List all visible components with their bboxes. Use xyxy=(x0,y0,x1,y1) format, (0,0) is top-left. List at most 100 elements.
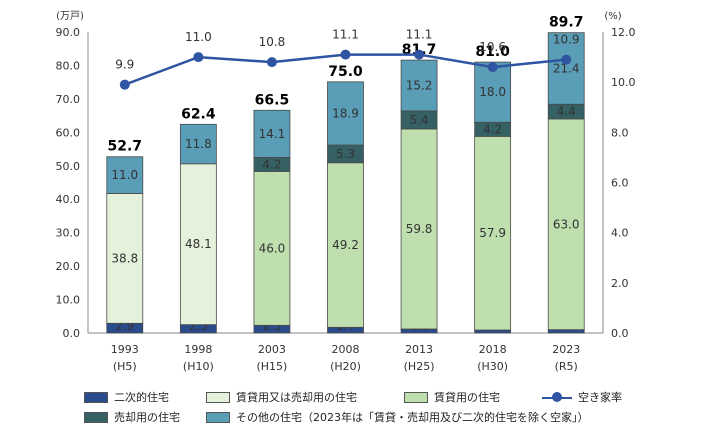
x-axis-era-label: (H30) xyxy=(477,360,508,373)
vacant-house-chart: 0.0 10.0 20.0 30.0 40.0 50.0 60.0 70.0 80.0 90.0 0… xyxy=(56,10,636,373)
bar-segment-label: 4.4 xyxy=(557,105,576,119)
legend-label: 賃貸用又は売却用の住宅 xyxy=(236,391,357,404)
legend-secondary-housing: 二次的住宅 xyxy=(84,389,169,405)
right-axis-unit: (%) xyxy=(604,11,621,22)
bar-segment xyxy=(253,109,291,158)
x-axis-era-label: (H5) xyxy=(113,360,137,373)
vacancy-rate-label: 11.1 xyxy=(332,28,359,42)
left-axis-tick-label: 10.0 xyxy=(56,294,81,307)
left-axis-tick-label: 20.0 xyxy=(56,260,81,273)
legend-label: 二次的住宅 xyxy=(114,391,169,404)
bar-segment-label: 49.2 xyxy=(332,238,359,252)
left-axis-tick-label: 0.0 xyxy=(63,327,81,340)
left-axis-tick-label: 90.0 xyxy=(56,26,81,39)
vacancy-rate-label: 11.0 xyxy=(185,30,212,44)
bar-segment-label: 21.4 xyxy=(553,61,580,75)
bar-segment-label: 11.8 xyxy=(185,137,212,151)
x-axis-year-label: 2003 xyxy=(258,343,286,356)
left-axis-tick-label: 30.0 xyxy=(56,227,81,240)
x-axis-era-label: (H10) xyxy=(183,360,214,373)
x-axis-era-label: (H20) xyxy=(330,360,361,373)
bar-segment xyxy=(179,123,217,165)
vacancy-rate-point xyxy=(340,49,351,60)
bar-segment-label: 48.1 xyxy=(185,237,212,251)
bar-total-label: 75.0 xyxy=(328,64,363,80)
bar-total-label: 89.7 xyxy=(549,15,584,31)
x-axis-year-label: 2023 xyxy=(552,343,580,356)
right-axis-tick-label: 4.0 xyxy=(611,227,629,240)
vacancy-rate-point xyxy=(414,49,425,60)
legend-label: 空き家率 xyxy=(578,391,622,404)
legend-swatch xyxy=(206,391,230,403)
legend-swatch xyxy=(84,411,108,423)
bar-segment-label: 14.1 xyxy=(259,127,286,141)
bar-segment-label: 18.9 xyxy=(332,106,359,120)
bar-segment-label: 4.2 xyxy=(483,122,502,136)
vacancy-rate-point xyxy=(193,52,204,63)
left-axis-tick-label: 40.0 xyxy=(56,193,81,206)
vacancy-rate-point xyxy=(487,62,498,73)
bar-segment-label: 15.2 xyxy=(406,79,433,93)
legend-rental-or-sale: 賃貸用又は売却用の住宅 xyxy=(206,389,357,405)
x-axis-era-label: (R5) xyxy=(555,360,578,373)
legend-line-marker xyxy=(542,391,572,403)
bar-segment xyxy=(474,61,512,123)
left-axis-tick-label: 70.0 xyxy=(56,93,81,106)
bar-segment xyxy=(179,163,217,326)
x-axis-year-label: 2018 xyxy=(479,343,507,356)
bar-segment xyxy=(327,81,364,146)
bar-segment-label: 11.0 xyxy=(111,168,138,182)
right-axis-tick-label: 10.0 xyxy=(611,76,636,89)
left-axis-unit: (万戸) xyxy=(56,10,84,22)
bar-segment-label: 59.8 xyxy=(406,222,433,236)
left-axis-tick-label: 50.0 xyxy=(56,160,81,173)
bar-total-label: 66.5 xyxy=(255,92,290,108)
bar-segment-label: 5.3 xyxy=(336,147,355,161)
x-axis-year-label: 1993 xyxy=(111,343,139,356)
x-axis-year-label: 2013 xyxy=(405,343,433,356)
right-axis-tick-label: 8.0 xyxy=(611,126,629,139)
legend-rental: 賃貸用の住宅 xyxy=(404,389,500,405)
bar-segment-label: 4.2 xyxy=(262,157,281,171)
legend-for-sale: 売却用の住宅 xyxy=(84,409,180,425)
right-axis-tick-label: 0.0 xyxy=(611,327,629,340)
vacancy-rate-label: 11.1 xyxy=(406,28,433,42)
right-axis-tick-label: 12.0 xyxy=(611,26,636,39)
right-axis-tick-label: 6.0 xyxy=(611,177,629,190)
bar-segment xyxy=(474,135,512,331)
vacancy-rate-label: 10.8 xyxy=(259,35,286,49)
bar-segment-label: 57.9 xyxy=(479,226,506,240)
x-axis-year-label: 1998 xyxy=(184,343,212,356)
bar-segment-label: 18.0 xyxy=(479,85,506,99)
bar-segment xyxy=(106,193,144,324)
legend-vacancy-rate: 空き家率 xyxy=(542,389,622,405)
x-axis-year-label: 2008 xyxy=(332,343,360,356)
vacancy-rate-label: 10.6 xyxy=(479,40,506,54)
legend-other: その他の住宅（2023年は「賃貸・売却用及び二次的住宅を除く空家」） xyxy=(206,409,589,425)
bar-segment xyxy=(547,118,585,331)
vacancy-rate-label: 10.9 xyxy=(553,33,580,47)
bar-segment xyxy=(253,171,291,326)
bar-total-label: 52.7 xyxy=(108,139,143,155)
bar-segment-label: 38.8 xyxy=(111,251,138,265)
bar-segment xyxy=(400,128,438,330)
vacancy-rate-point xyxy=(561,54,572,65)
bar-segment xyxy=(327,162,364,328)
bar-total-label: 81.0 xyxy=(475,44,510,60)
vacancy-rate-point xyxy=(119,79,130,90)
bar-total-label: 62.4 xyxy=(181,106,216,122)
legend-label: その他の住宅（2023年は「賃貸・売却用及び二次的住宅を除く空家」） xyxy=(236,411,589,424)
legend-swatch xyxy=(404,391,428,403)
legend-swatch xyxy=(84,391,108,403)
bar-segment-label: 46.0 xyxy=(259,241,286,255)
bar-segment xyxy=(547,32,585,105)
bar-segment-label: 5.4 xyxy=(410,113,429,127)
vacancy-rate-point xyxy=(266,57,277,68)
legend-label: 売却用の住宅 xyxy=(114,411,180,424)
vacancy-rate-label: 9.9 xyxy=(115,58,134,72)
legend-swatch xyxy=(206,411,230,423)
bar-segment xyxy=(106,156,144,194)
x-axis-era-label: (H15) xyxy=(256,360,287,373)
legend-label: 賃貸用の住宅 xyxy=(434,391,500,404)
